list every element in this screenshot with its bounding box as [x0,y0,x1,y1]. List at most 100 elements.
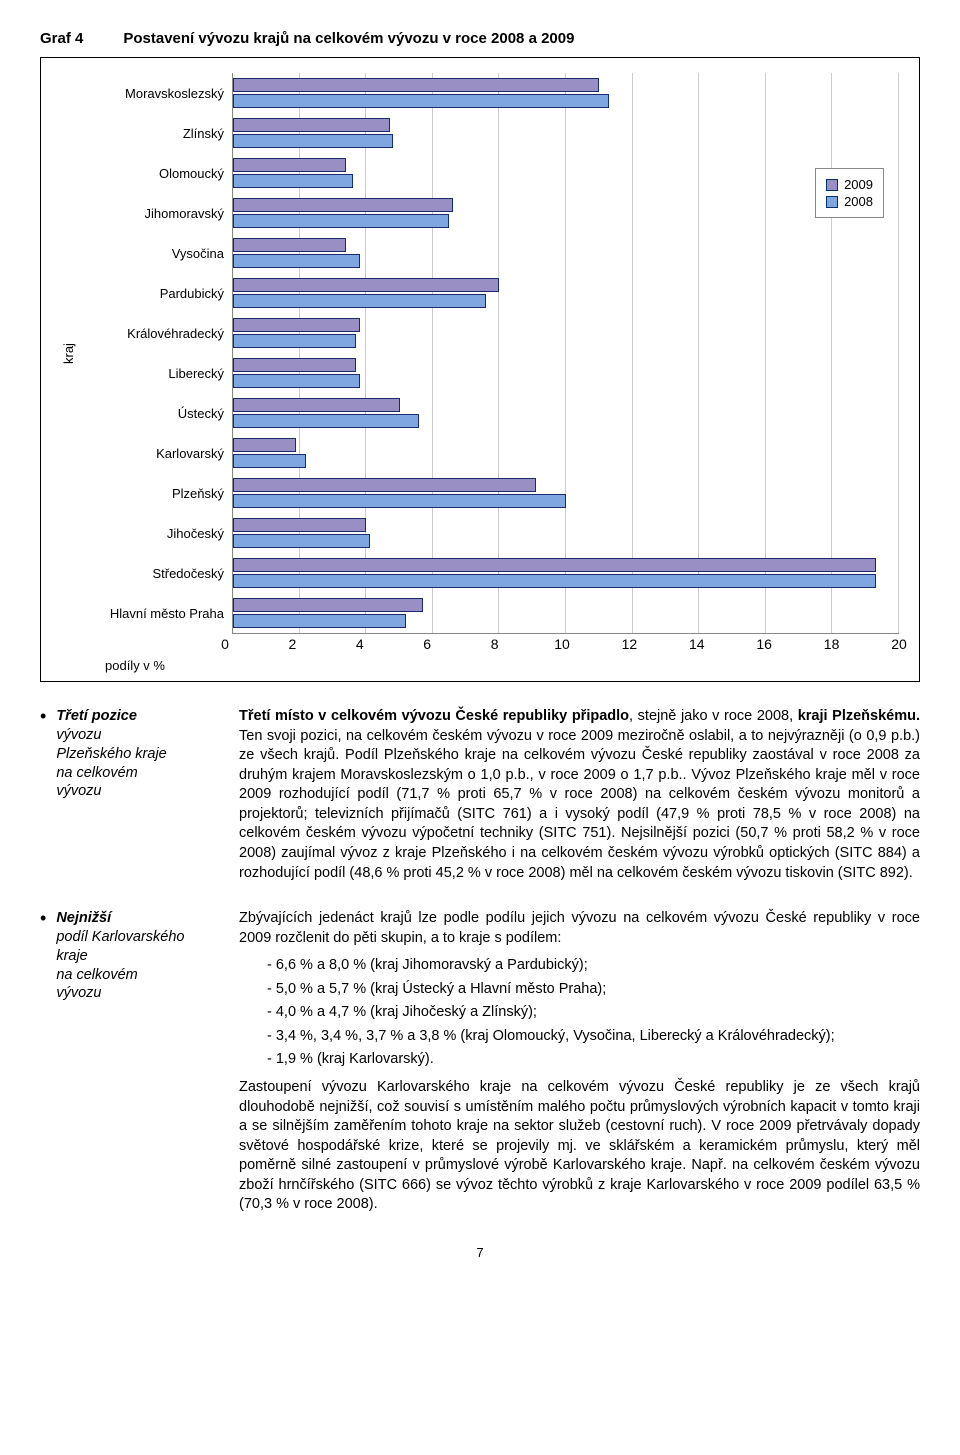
bar [233,134,393,148]
side-line: vývozu [56,726,166,745]
x-tick: 14 [689,636,705,652]
intro-text: Zbývajících jedenáct krajů lze podle pod… [239,909,920,948]
side-line: na celkovém [56,966,184,985]
bar [233,398,400,412]
category-label: Liberecký [82,353,224,393]
bar [233,534,370,548]
bar-group [233,73,899,113]
bar [233,358,356,372]
side-bold: Třetí pozice [56,708,137,724]
list-item: - 4,0 % a 4,7 % (kraj Jihočeský a Zlínsk… [267,1003,920,1023]
chart-title: Postavení vývozu krajů na celkovém vývoz… [123,30,920,47]
list-item: - 1,9 % (kraj Karlovarský). [267,1050,920,1070]
category-label: Ústecký [82,394,224,434]
bar [233,198,453,212]
legend-item: 2009 [826,177,873,192]
bar [233,294,486,308]
list-item: - 6,6 % a 8,0 % (kraj Jihomoravský a Par… [267,956,920,976]
legend-label: 2009 [844,177,873,192]
category-label: Jihočeský [82,514,224,554]
bar-group [233,353,899,393]
x-tick: 4 [356,636,364,652]
side-line: vývozu [56,984,184,1003]
bar-group [233,153,899,193]
x-tick: 10 [554,636,570,652]
category-label: Pardubický [82,273,224,313]
paragraph-2: Zbývajících jedenáct krajů lze podle pod… [239,909,920,1215]
text-section-1: • Třetí pozice vývozuPlzeňského krajena … [40,707,920,883]
chart-header: Graf 4 Postavení vývozu krajů na celkové… [40,30,920,47]
category-label: Hlavní město Praha [82,594,224,634]
plot-area [232,73,899,634]
bar-group [233,233,899,273]
bar [233,574,876,588]
x-tick: 18 [824,636,840,652]
x-axis-ticks: 02468101214161820 [225,634,899,656]
bar [233,598,423,612]
bar-group [233,553,899,593]
category-label: Plzeňský [82,474,224,514]
bar-group [233,393,899,433]
bar [233,614,406,628]
bar-group [233,433,899,473]
paragraph-1: Třetí místo v celkovém vývozu České repu… [239,707,920,883]
bar-group [233,313,899,353]
bar [233,278,499,292]
x-tick: 0 [221,636,229,652]
list-item: - 3,4 %, 3,4 %, 3,7 % a 3,8 % (kraj Olom… [267,1027,920,1047]
bar-group [233,513,899,553]
bar [233,118,390,132]
chart-legend: 2009 2008 [815,168,884,218]
bar-group [233,593,899,633]
bar [233,518,366,532]
x-tick: 6 [423,636,431,652]
category-labels: MoravskoslezskýZlínskýOlomouckýJihomorav… [82,73,232,634]
y-axis-label: kraj [61,294,76,414]
legend-swatch-2008 [826,196,838,208]
bar [233,238,346,252]
side-line: Plzeňského kraje [56,745,166,764]
body-2-cont: Zastoupení vývozu Karlovarského kraje na… [239,1078,920,1215]
bar-chart: 2009 2008 kraj MoravskoslezskýZlínskýOlo… [40,57,920,682]
bar [233,494,566,508]
side-line: podíl Karlovarského [56,928,184,947]
legend-label: 2008 [844,194,873,209]
category-label: Vysočina [82,233,224,273]
bar [233,94,609,108]
category-label: Karlovarský [82,434,224,474]
side-note-2: • Nejnižší podíl Karlovarskéhokrajena ce… [40,909,215,1215]
side-note-1: • Třetí pozice vývozuPlzeňského krajena … [40,707,215,883]
side-line: na celkovém [56,764,166,783]
bar [233,78,599,92]
side-bold: Nejnižší [56,910,111,926]
x-tick: 8 [491,636,499,652]
bar [233,254,360,268]
bullet-icon: • [40,909,46,1003]
chart-number: Graf 4 [40,30,83,47]
bar-group [233,113,899,153]
side-line: vývozu [56,782,166,801]
bar [233,454,306,468]
bar [233,478,536,492]
bar [233,158,346,172]
legend-swatch-2009 [826,179,838,191]
bar [233,174,353,188]
x-tick: 16 [756,636,772,652]
category-label: Jihomoravský [82,193,224,233]
x-tick: 2 [288,636,296,652]
text-section-2: • Nejnižší podíl Karlovarskéhokrajena ce… [40,909,920,1215]
bar [233,558,876,572]
bullet-icon: • [40,707,46,801]
side-line: kraje [56,947,184,966]
category-label: Královéhradecký [82,313,224,353]
category-label: Zlínský [82,113,224,153]
bar [233,334,356,348]
category-label: Středočeský [82,554,224,594]
x-axis-label: podíly v % [105,658,165,673]
bar [233,414,419,428]
category-label: Moravskoslezský [82,73,224,113]
bar [233,438,296,452]
bar-group [233,273,899,313]
page-number: 7 [40,1245,920,1260]
list-item: - 5,0 % a 5,7 % (kraj Ústecký a Hlavní m… [267,980,920,1000]
